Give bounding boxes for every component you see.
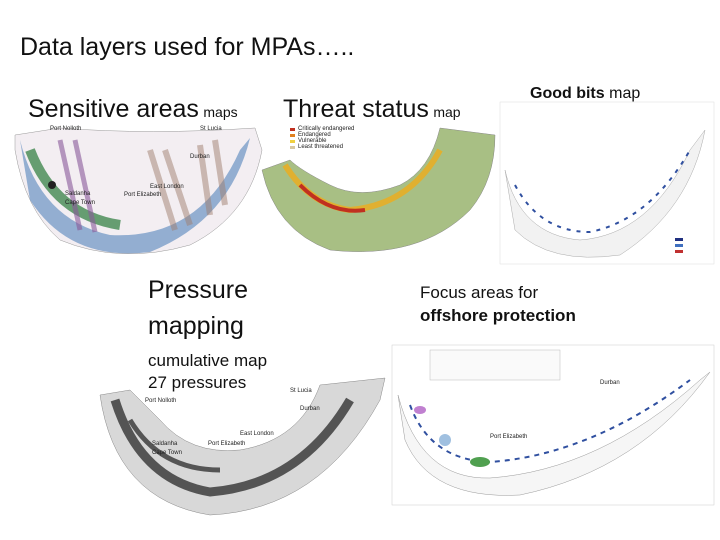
heading: Sensitive areas	[28, 95, 199, 123]
focus-heading: Focus areas for	[420, 283, 538, 302]
pressure-note: 27 pressures	[148, 373, 246, 392]
threat-map: Critically endangered Endangered Vulnera…	[261, 126, 496, 252]
pressure-note: cumulative map	[148, 351, 267, 370]
pressure-heading: mapping	[148, 312, 244, 340]
good-bits-heading: Good bits map	[530, 85, 640, 102]
map-label: Durban	[300, 406, 320, 412]
map-label: Port Nolloth	[145, 398, 176, 404]
map-label: East London	[240, 431, 274, 437]
focus-map: Durban Port Elizabeth	[391, 344, 715, 506]
legend-label: Critically endangered	[298, 126, 354, 132]
map-label: Saldanha	[65, 191, 91, 197]
map-label: St Lucia	[290, 388, 312, 394]
map-label: Port Elizabeth	[208, 441, 245, 447]
map-label: Saldanha	[152, 441, 178, 447]
heading: Threat status	[283, 95, 429, 123]
pressure-map: St Lucia Port Nolloth Durban East London…	[99, 377, 386, 516]
note: map	[433, 104, 460, 120]
legend-label: Vulnerable	[298, 138, 327, 144]
map-label: Cape Town	[152, 450, 182, 456]
focus-heading: offshore protection	[420, 306, 576, 325]
good-bits-map	[499, 101, 715, 265]
slide-title: Data layers used for MPAs…..	[20, 33, 354, 61]
legend-label: Least threatened	[298, 144, 343, 150]
pressure-heading: Pressure	[148, 276, 248, 304]
map-label: Port Elizabeth	[490, 434, 527, 440]
map-label: Cape Town	[65, 200, 95, 206]
map-label: Port Nolloth	[50, 126, 81, 132]
map-label: East London	[150, 184, 184, 190]
map-label: Port Elizabeth	[124, 192, 161, 198]
threat-heading: Threat status map	[283, 95, 461, 123]
legend-label: Endangered	[298, 132, 331, 138]
sensitive-map: Port Nolloth St Lucia Durban Saldanha Ca…	[14, 126, 263, 255]
map-label: Durban	[190, 154, 210, 160]
sensitive-heading: Sensitive areas maps	[28, 95, 238, 123]
map-label: Durban	[600, 380, 620, 386]
note: maps	[203, 104, 237, 120]
heading: Good bits	[530, 85, 605, 102]
note: map	[609, 85, 640, 102]
map-label: St Lucia	[200, 126, 222, 132]
